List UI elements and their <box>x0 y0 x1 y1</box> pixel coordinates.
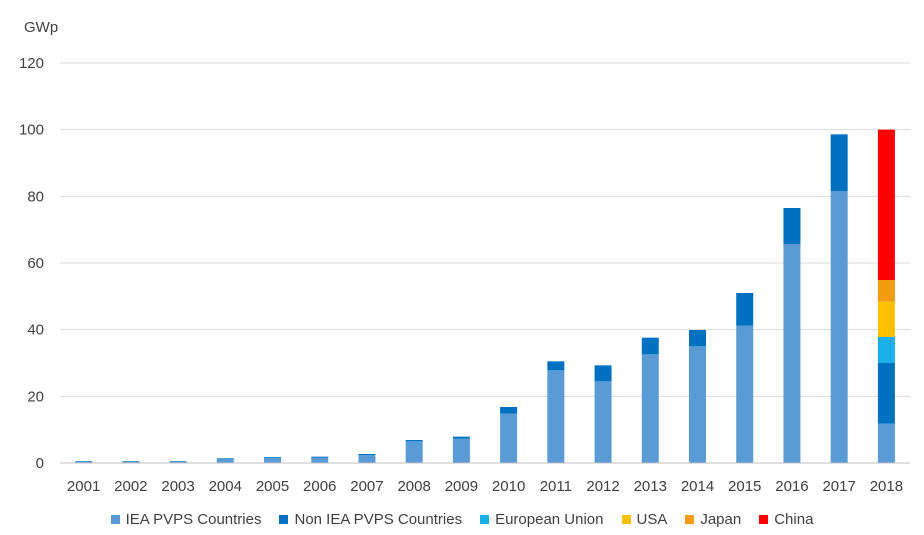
legend-item: Non IEA PVPS Countries <box>279 511 462 528</box>
bar-segment <box>830 134 848 191</box>
bar-segment <box>689 346 706 463</box>
bar-segment <box>736 293 754 326</box>
bar-segment <box>641 354 659 463</box>
y-axis-unit-label: GWp <box>24 19 58 36</box>
bar-segment <box>264 457 281 463</box>
bar-segment <box>877 129 895 280</box>
x-tick-label: 2002 <box>114 478 147 495</box>
legend-label: China <box>774 511 814 528</box>
bar-segment <box>877 280 895 302</box>
legend-item: IEA PVPS Countries <box>110 511 262 528</box>
y-tick-label: 40 <box>27 322 44 339</box>
legend-label: USA <box>636 511 668 528</box>
legend-label: Japan <box>700 511 742 528</box>
bar-segment <box>783 208 801 244</box>
x-tick-label: 2006 <box>303 478 336 495</box>
bar-segment <box>358 455 376 463</box>
bar-segment <box>264 457 281 458</box>
bar-segment <box>877 337 895 363</box>
bar-segment <box>122 461 140 463</box>
x-tick-label: 2007 <box>350 478 383 495</box>
legend-swatch <box>685 515 695 524</box>
bar-segment <box>216 458 234 459</box>
bar-segment <box>405 441 423 463</box>
x-tick-label: 2017 <box>822 478 855 495</box>
x-tick-label: 2012 <box>586 478 619 495</box>
y-tick-label: 80 <box>27 188 44 205</box>
chart-plot: 0 20 40 60 80 100 120 2001 2002 2003 2004 2005 2006 2… <box>19 19 910 495</box>
x-tick-label: 2009 <box>445 478 478 495</box>
legend: IEA PVPS Countries Non IEA PVPS Countries… <box>0 511 924 528</box>
legend-swatch <box>279 515 289 524</box>
bar-segment <box>594 365 612 382</box>
x-tick-label: 2001 <box>67 478 100 495</box>
bar-segment <box>169 461 187 463</box>
y-tick-label: 60 <box>27 255 44 272</box>
bar-segment <box>736 325 754 463</box>
x-tick-label: 2015 <box>728 478 761 495</box>
y-tick-label: 100 <box>19 122 44 139</box>
legend-item: Japan <box>685 511 741 528</box>
legend-item: China <box>759 511 813 528</box>
legend-label: IEA PVPS Countries <box>125 511 262 528</box>
bar-segment <box>311 456 329 458</box>
bar-segment <box>358 454 376 455</box>
bar-segment <box>877 423 895 463</box>
x-tick-label: 2010 <box>492 478 525 495</box>
bar-segment <box>75 461 93 463</box>
x-tick-label: 2018 <box>870 478 903 495</box>
legend-label: Non IEA PVPS Countries <box>294 511 463 528</box>
bar-segment <box>405 440 423 442</box>
x-tick-label: 2004 <box>209 478 242 495</box>
gridlines <box>60 62 910 397</box>
y-tick-label: 20 <box>27 388 44 405</box>
bar-segment <box>547 361 565 371</box>
x-tick-label: 2008 <box>397 478 430 495</box>
x-tick-label: 2014 <box>681 478 714 495</box>
bar-segment <box>877 363 895 424</box>
bar-segment <box>500 413 518 463</box>
legend-item: European Union <box>480 511 604 528</box>
bar-segment <box>594 381 612 463</box>
legend-swatch <box>480 515 490 524</box>
bar-segment <box>877 301 895 337</box>
axes: 0 20 40 60 80 100 120 2001 2002 2003 2004 2005 2006 2… <box>19 55 910 495</box>
legend-label: European Union <box>495 511 604 528</box>
x-tick-label: 2016 <box>775 478 808 495</box>
bar-segment <box>311 457 329 463</box>
bar-segment <box>783 244 801 463</box>
bar-segment <box>500 407 518 414</box>
x-tick-label: 2005 <box>256 478 289 495</box>
bar-segment <box>689 330 706 347</box>
bar-segment <box>641 337 659 355</box>
legend-swatch <box>110 515 120 524</box>
bars <box>75 129 895 463</box>
x-tick-label: 2013 <box>634 478 667 495</box>
bar-segment <box>830 191 848 463</box>
y-tick-label: 120 <box>19 55 44 72</box>
bar-segment <box>452 438 470 463</box>
bar-segment <box>216 459 234 463</box>
legend-swatch <box>759 515 769 524</box>
x-tick-label: 2011 <box>540 478 572 495</box>
legend-swatch <box>621 515 631 524</box>
legend-item: USA <box>621 511 668 528</box>
x-tick-label: 2003 <box>161 478 194 495</box>
bar-segment <box>547 370 565 463</box>
y-tick-label: 0 <box>36 455 44 472</box>
bar-segment <box>452 436 470 439</box>
